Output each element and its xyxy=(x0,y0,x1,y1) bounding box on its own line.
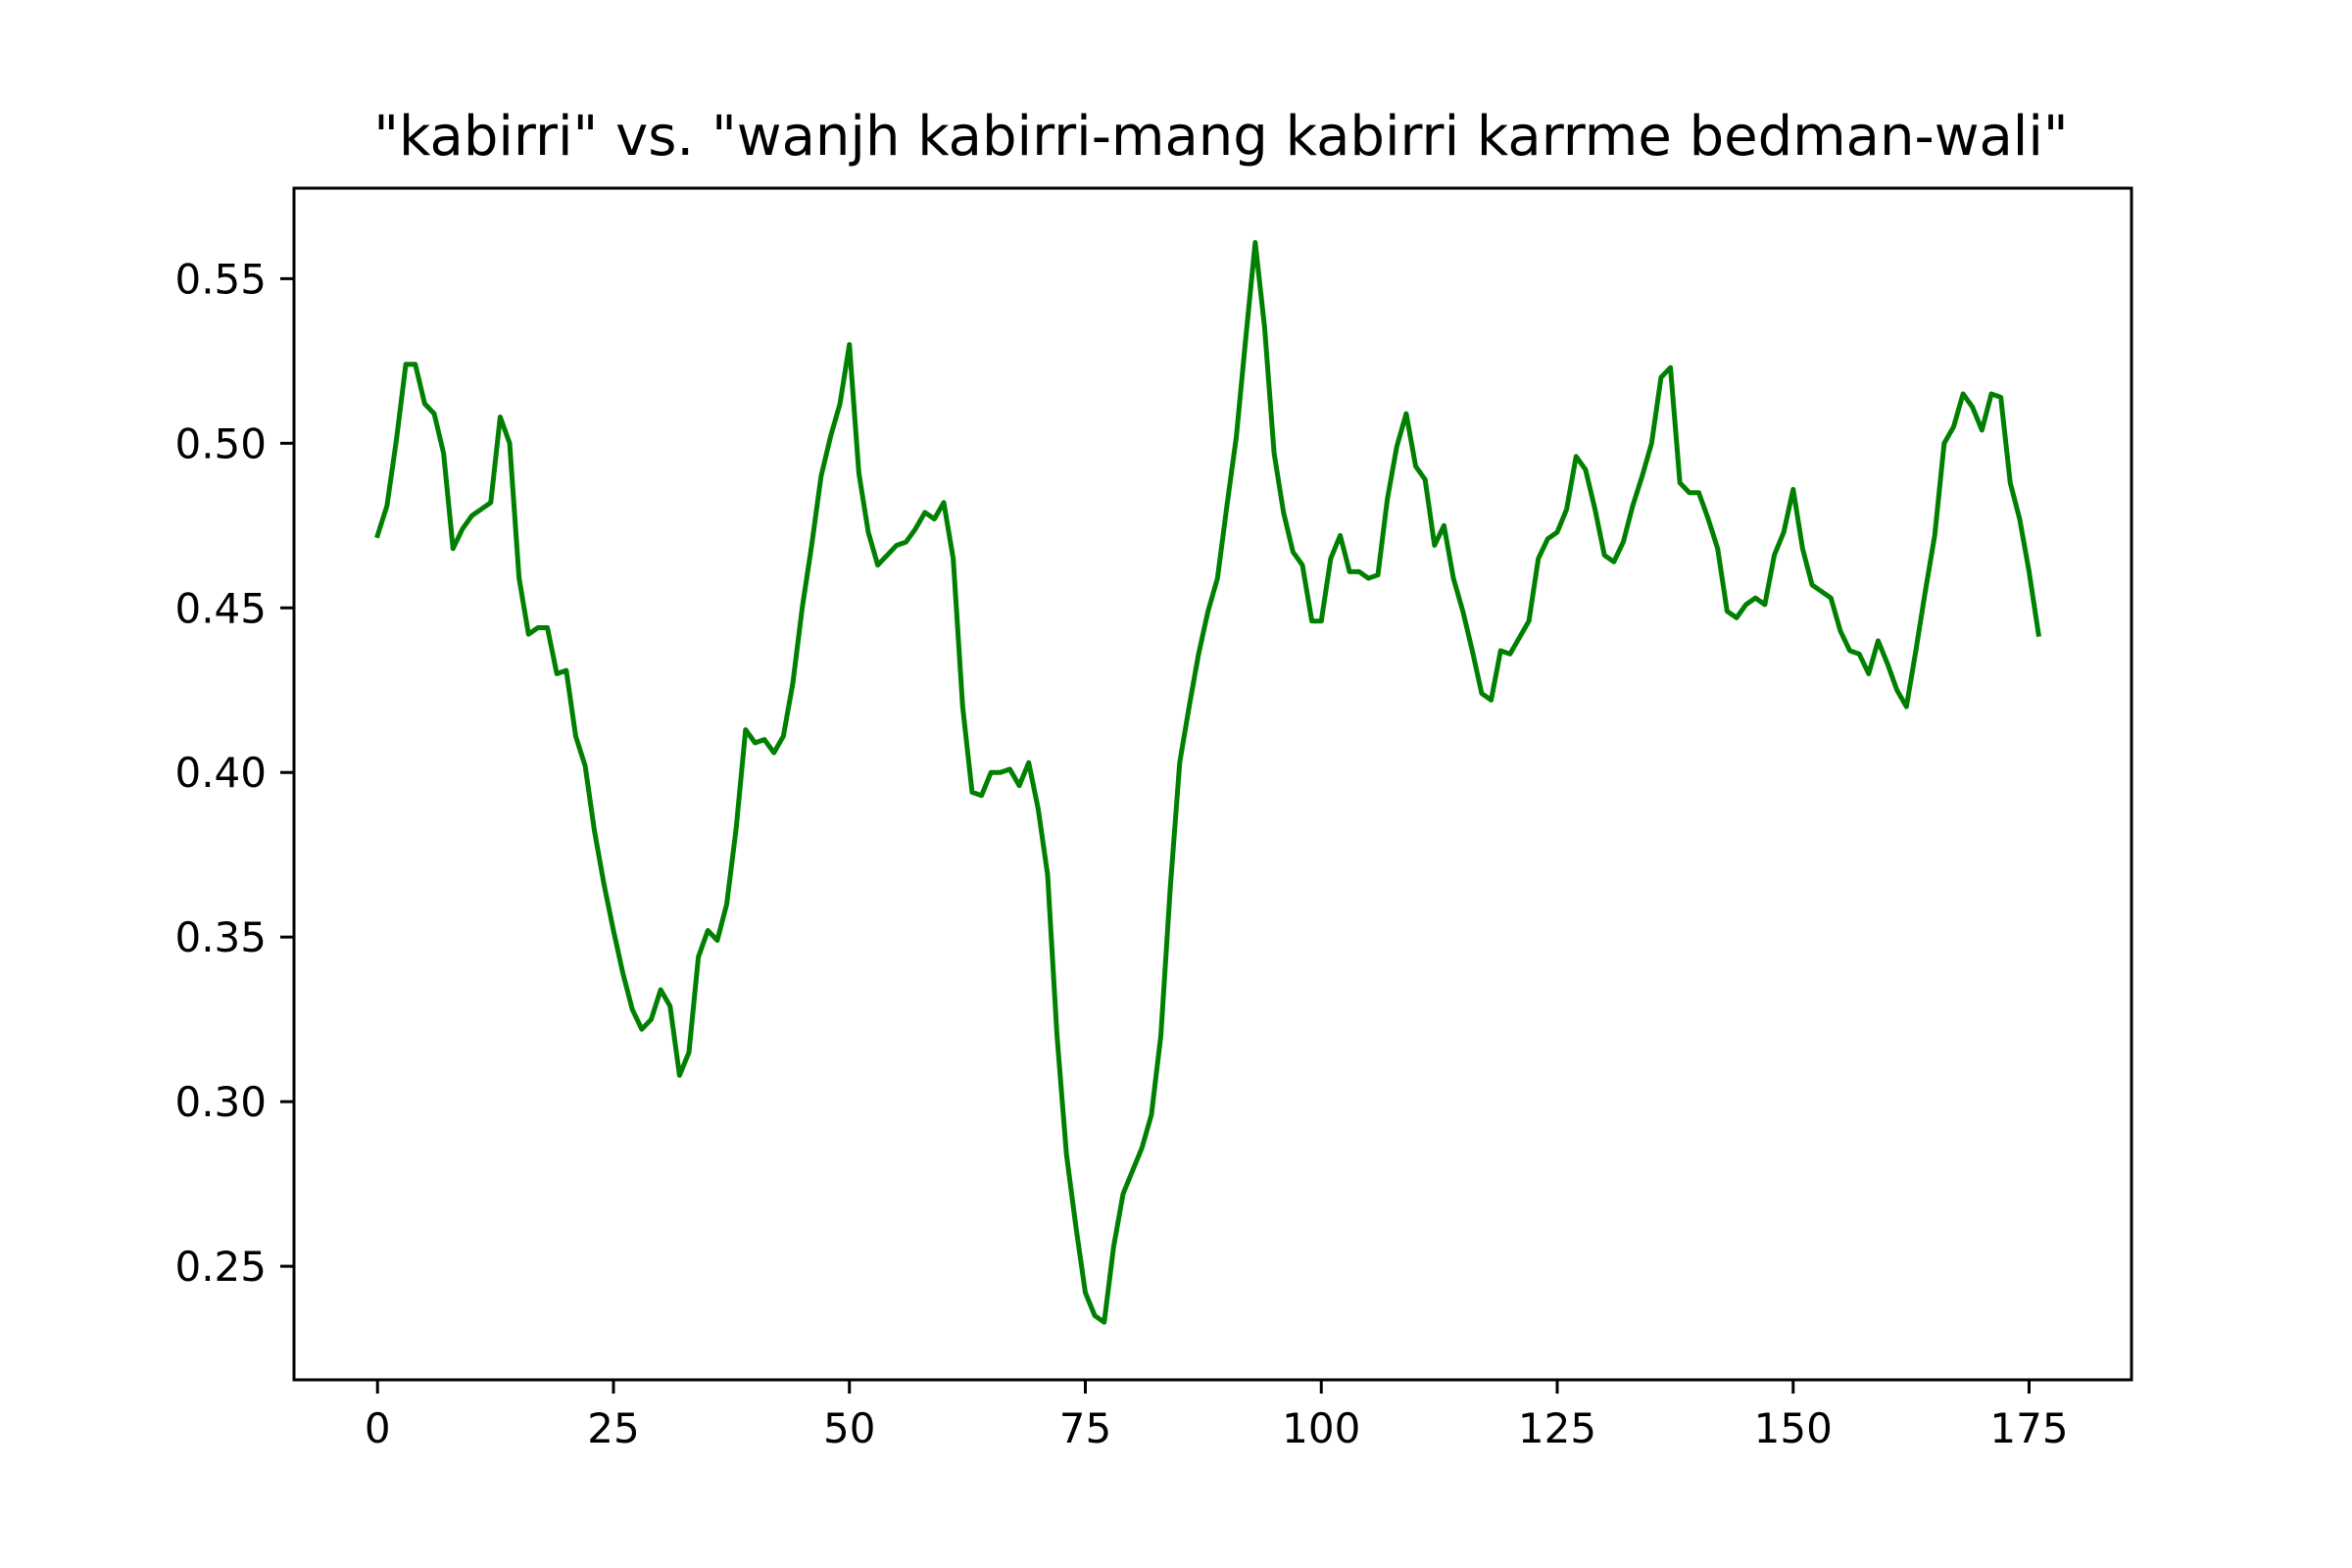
y-tick-label: 0.45 xyxy=(174,584,267,632)
y-tick-label: 0.25 xyxy=(174,1243,267,1291)
x-tick-label: 150 xyxy=(1754,1404,1833,1452)
x-tick-label: 75 xyxy=(1059,1404,1111,1452)
y-axis: 0.25 0.30 0.35 0.40 0.45 0.50 0.55 xyxy=(174,255,294,1291)
chart-title: "kabirri" vs. "wanjh kabirri-mang kabirr… xyxy=(373,105,2068,169)
x-tick-label: 25 xyxy=(587,1404,639,1452)
x-tick-label: 100 xyxy=(1282,1404,1360,1452)
y-tick-label: 0.55 xyxy=(174,255,267,303)
y-tick-label: 0.35 xyxy=(174,913,267,961)
plot-area-frame xyxy=(292,186,2133,1382)
x-tick-label: 125 xyxy=(1518,1404,1596,1452)
x-tick-label: 175 xyxy=(1989,1404,2068,1452)
y-tick-label: 0.30 xyxy=(174,1078,267,1126)
x-tick-label: 0 xyxy=(365,1404,391,1452)
plot-series xyxy=(374,239,2041,1325)
x-axis: 0 25 50 75 100 125 150 175 xyxy=(365,1380,2069,1452)
series-line xyxy=(374,239,2041,1325)
x-tick-label: 50 xyxy=(823,1404,875,1452)
y-tick-label: 0.40 xyxy=(174,749,267,797)
y-tick-label: 0.50 xyxy=(174,419,267,467)
